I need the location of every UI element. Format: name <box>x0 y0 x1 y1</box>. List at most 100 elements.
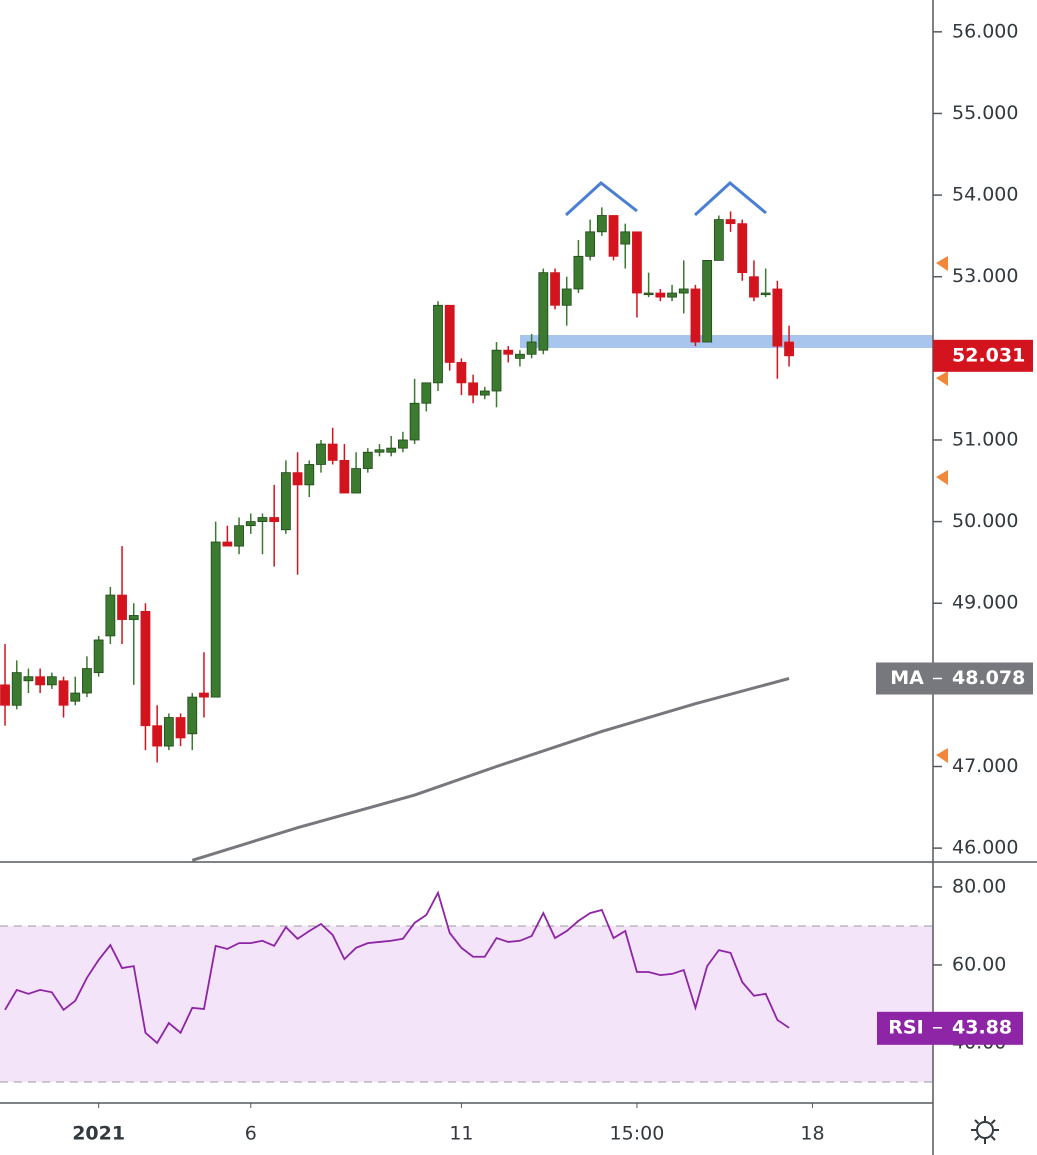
candle-body <box>433 304 443 384</box>
candle-body <box>199 692 209 698</box>
candle-body <box>292 472 303 486</box>
candle-body <box>210 541 221 698</box>
candle-body <box>269 517 280 523</box>
candle-body <box>222 541 233 547</box>
rsi-label-value: 43.88 <box>952 1016 1012 1038</box>
alert-marker <box>936 371 948 386</box>
candle-body <box>561 288 572 306</box>
candle-body <box>784 341 794 357</box>
candle-body <box>444 304 455 363</box>
candle-body <box>23 676 34 682</box>
candle-body <box>667 292 677 298</box>
label-layer: 2021 6 11 15:00 18 46.000 47.000 49.000 50.000 51… <box>72 20 1033 1145</box>
candle-body <box>245 521 256 527</box>
y-tick-label: 47.000 <box>952 755 1018 777</box>
candle-body <box>585 231 596 257</box>
candle-body <box>35 676 46 686</box>
candle-body <box>538 272 549 351</box>
candle-body <box>491 349 502 392</box>
candle-body <box>339 459 350 494</box>
y-tick-label: 53.000 <box>952 265 1018 287</box>
rsi-line <box>4 890 790 1045</box>
candle-body <box>608 215 619 257</box>
peak-marker <box>564 181 638 217</box>
peak-marker <box>693 181 767 217</box>
candle-body <box>140 610 151 727</box>
candle-body <box>152 725 163 747</box>
y-tick-label: 54.000 <box>952 184 1018 206</box>
candle-body <box>620 231 631 245</box>
candle-body <box>11 672 22 706</box>
candle-body <box>737 223 748 274</box>
candle-body <box>526 341 537 355</box>
candle-body <box>409 402 420 441</box>
plot-layer <box>0 207 794 1045</box>
x-tick-label: 6 <box>245 1123 257 1145</box>
x-tick-label: 15:00 <box>610 1123 665 1145</box>
candle-body <box>760 292 771 296</box>
ma-label-value: 48.078 <box>952 667 1025 689</box>
candle-body <box>725 219 736 225</box>
y-tick-label: 55.000 <box>952 102 1018 124</box>
candle-body <box>70 692 81 702</box>
candle-body <box>456 362 467 384</box>
alert-marker <box>936 256 948 271</box>
candle-body <box>596 215 607 233</box>
candle-body <box>386 447 397 453</box>
price-label: 52.031 <box>952 344 1025 366</box>
candle-body <box>163 717 174 747</box>
candle-body <box>327 443 338 461</box>
price-label-box <box>933 339 1033 372</box>
candle-body <box>304 464 315 486</box>
y-tick-label: 51.000 <box>952 428 1018 450</box>
candle-body <box>374 449 385 453</box>
ma-label-name: MA <box>890 667 924 689</box>
candle-body <box>643 292 654 296</box>
candle-body <box>0 684 10 706</box>
candle-body <box>58 680 69 706</box>
candle-body <box>234 525 244 547</box>
candle-body <box>316 443 326 465</box>
candle-body <box>82 668 92 694</box>
candle-body <box>187 696 198 735</box>
candle-body <box>351 468 361 494</box>
candle-body <box>128 615 139 620</box>
candle-body <box>117 594 127 620</box>
candle-body <box>257 517 268 523</box>
settings-icon[interactable] <box>971 1116 999 1144</box>
candle-body <box>421 382 432 404</box>
candle-body <box>515 353 525 359</box>
candle-body <box>468 382 479 396</box>
x-tick-label: 2021 <box>72 1123 125 1145</box>
x-tick-label: 18 <box>800 1123 824 1145</box>
candle-body <box>280 472 291 531</box>
y-tick-label: 50.000 <box>952 510 1018 532</box>
candle-body <box>175 717 186 739</box>
support-zone <box>520 335 933 348</box>
candle-body <box>93 639 104 674</box>
candle-body <box>573 255 584 290</box>
candle-body <box>550 272 560 306</box>
y-tick-label: 49.000 <box>952 592 1018 614</box>
rsi-label-name: RSI <box>888 1016 923 1038</box>
candle-body <box>678 288 689 294</box>
ma-label-box <box>876 662 1033 695</box>
alert-marker <box>936 748 948 763</box>
y-tick-label: 80.00 <box>952 875 1006 897</box>
candle-body <box>503 349 514 355</box>
y-tick-label: 60.00 <box>952 953 1006 975</box>
candle-body <box>362 451 373 469</box>
x-tick-label: 11 <box>449 1123 473 1145</box>
candle-body <box>46 676 57 686</box>
candle-body <box>632 231 642 294</box>
candle-body <box>713 219 724 261</box>
candle-body <box>690 288 701 343</box>
y-tick-label: 56.000 <box>952 20 1018 42</box>
candle-body <box>397 439 408 449</box>
candle-body <box>655 292 666 298</box>
candle-body <box>105 594 116 637</box>
candle-body <box>702 259 713 343</box>
candle-body <box>479 390 490 396</box>
rsi-label-box <box>877 1011 1023 1045</box>
